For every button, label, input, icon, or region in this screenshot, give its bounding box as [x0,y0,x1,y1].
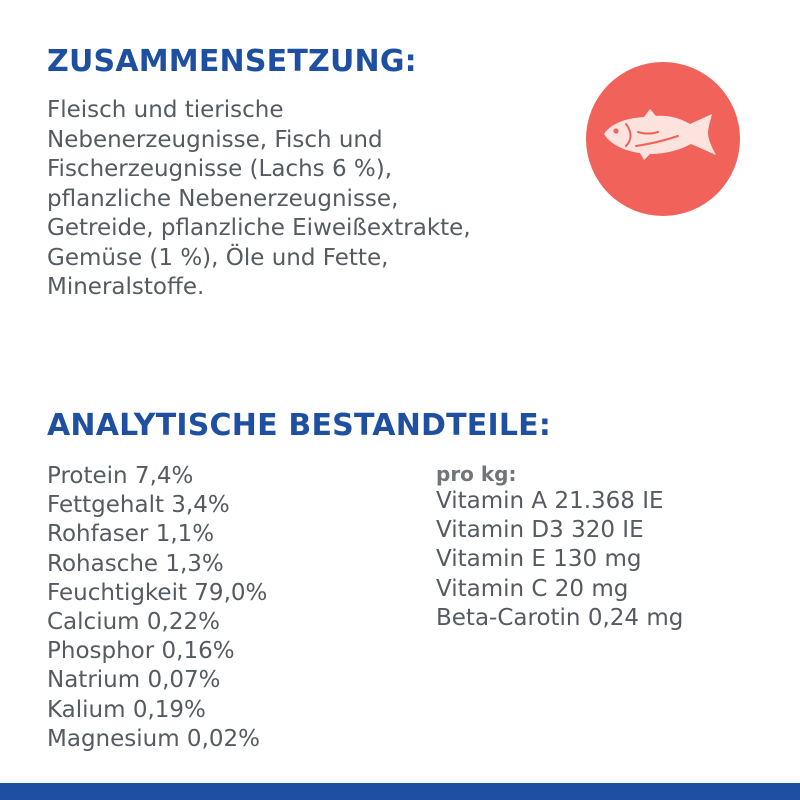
list-item: Rohasche 1,3% [47,550,224,577]
footer-bar [0,783,800,800]
list-item: Phosphor 0,16% [47,638,235,665]
composition-line: Fleisch und tierische [47,97,284,123]
list-item: Natrium 0,07% [47,667,221,694]
composition-line: Nebenerzeugnisse, Fisch und [47,126,383,153]
list-item: Vitamin E 130 mg [436,546,642,573]
composition-text: Fleisch und tierische Nebenerzeugnisse, … [47,96,567,303]
list-item: Calcium 0,22% [47,609,220,636]
fish-badge [586,62,740,216]
list-item: Rohfaser 1,1% [47,521,215,548]
list-item: Beta-Carotin 0,24 mg [436,604,684,631]
list-item: Kalium 0,19% [47,696,206,723]
composition-heading: ZUSAMMENSETZUNG: [47,44,417,79]
composition-line: Gemüse (1 %), Öle und Fette, [47,244,389,271]
list-item: Vitamin A 21.368 IE [436,488,664,514]
list-item: Protein 7,4% [47,463,194,489]
per-kg-label: pro kg: [436,462,517,486]
list-item: Magnesium 0,02% [47,725,260,752]
composition-line: Getreide, pflanzliche Eiweißextrakte, [47,215,471,241]
list-item: Vitamin C 20 mg [436,575,629,602]
list-item: Vitamin D3 320 IE [436,517,644,544]
analytics-heading: ANALYTISCHE BESTANDTEILE: [47,408,552,443]
vitamins-block: pro kg: Vitamin A 21.368 IE Vitamin D3 3… [436,461,683,633]
analytics-list: Protein 7,4% Fettgehalt 3,4% Rohfaser 1,… [47,462,267,754]
list-item: Feuchtigkeit 79,0% [47,579,268,606]
composition-line: pflanzliche Nebenerzeugnisse, [47,185,399,212]
fish-icon [604,109,716,160]
composition-line: Mineralstoffe. [47,274,205,300]
vitamin-list: Vitamin A 21.368 IE Vitamin D3 320 IE Vi… [436,487,683,633]
composition-line: Fischerzeugnisse (Lachs 6 %), [47,156,393,182]
list-item: Fettgehalt 3,4% [47,492,230,519]
